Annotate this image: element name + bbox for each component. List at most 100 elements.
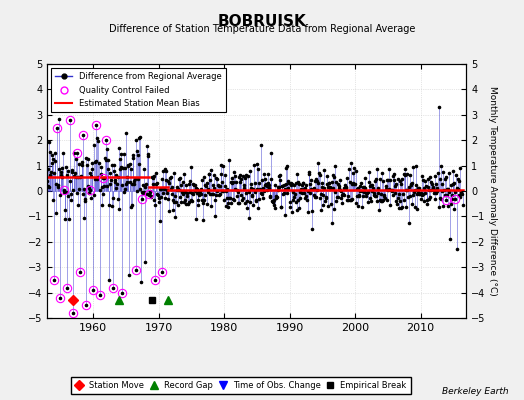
Point [333,194,342,200]
Point [217,188,226,194]
Point [322,172,331,179]
Point [101,156,110,163]
Point [242,190,250,196]
Point [154,191,162,198]
Point [97,171,105,178]
Point [425,186,433,193]
Point [403,187,411,193]
Point [70,150,78,156]
Point [231,186,239,192]
Point [453,186,462,192]
Point [280,212,289,218]
Point [327,201,335,207]
Point [301,184,310,191]
Point [184,181,193,188]
Point [443,192,452,198]
Point [357,180,365,186]
Point [50,170,59,176]
Point [52,210,60,216]
Point [99,190,107,197]
Point [146,188,155,194]
Point [412,163,420,170]
Point [219,188,227,194]
Point [388,172,397,179]
Point [222,203,230,209]
Point [228,179,237,185]
Point [81,196,89,202]
Point [152,170,160,176]
Point [369,185,377,191]
Point [92,158,100,164]
Point [220,197,228,204]
Point [311,194,320,200]
Point [212,192,220,198]
Point [78,162,86,168]
Point [380,192,388,198]
Point [45,184,53,190]
Point [259,194,267,201]
Point [318,179,326,186]
Point [451,188,459,195]
Point [187,164,195,170]
Point [75,269,84,276]
Point [124,162,132,168]
Point [279,182,288,188]
Point [347,160,355,167]
Point [345,166,353,172]
Point [198,176,206,183]
Point [423,184,432,191]
Point [411,186,419,193]
Point [457,188,465,195]
Point [372,176,380,183]
Point [116,166,125,172]
Point [269,197,278,203]
Point [83,156,92,162]
Point [275,184,283,190]
Point [89,287,97,293]
Point [351,181,359,187]
Point [445,170,453,176]
Point [438,188,446,194]
Point [418,172,426,179]
Point [309,186,317,192]
Point [357,204,366,210]
Point [66,117,74,123]
Point [263,187,271,193]
Point [420,185,428,191]
Point [378,170,386,176]
Point [434,204,443,210]
Point [204,171,213,178]
Point [249,202,258,208]
Point [108,284,117,291]
Point [328,220,336,227]
Point [424,196,433,202]
Point [336,187,344,194]
Point [435,176,444,182]
Point [368,188,376,194]
Point [300,186,308,192]
Point [216,191,224,197]
Point [188,190,196,196]
Point [379,178,388,184]
Point [113,174,122,180]
Point [86,173,95,179]
Point [354,184,363,191]
Point [143,190,151,197]
Point [323,202,332,209]
Point [298,180,307,186]
Point [234,188,243,195]
Point [148,181,157,187]
Point [214,183,223,190]
Point [440,186,448,193]
Point [334,180,342,187]
Point [183,193,192,200]
Point [158,176,167,183]
Point [213,188,222,194]
Point [156,186,165,192]
Point [210,172,219,178]
Point [314,180,323,186]
Point [233,187,241,194]
Point [170,170,179,176]
Point [364,199,372,205]
Point [66,177,74,184]
